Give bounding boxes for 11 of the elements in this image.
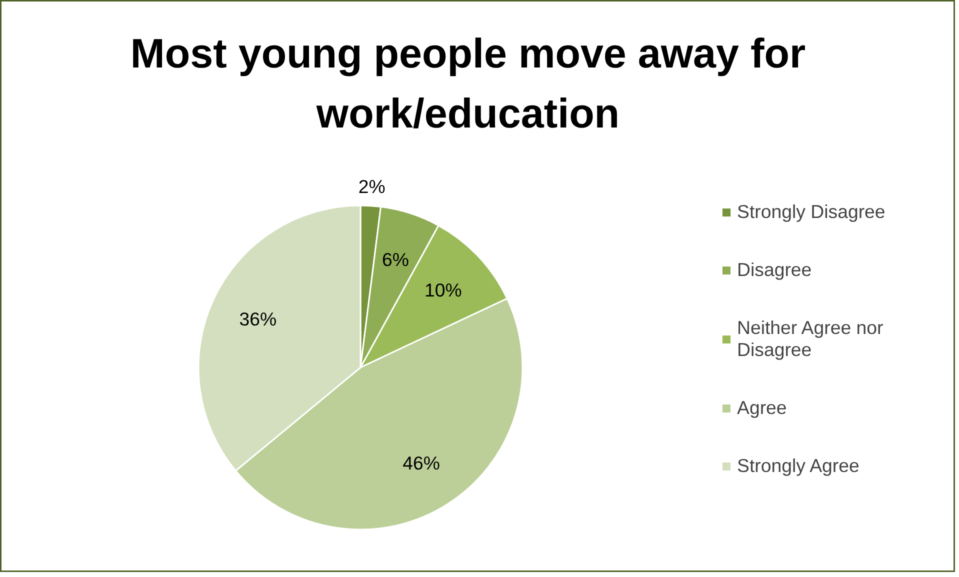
legend-label: Agree [737, 397, 787, 419]
data-label: 10% [424, 279, 462, 300]
legend-label: Neither Agree nor Disagree [737, 317, 884, 361]
data-label: 36% [239, 308, 277, 330]
data-label: 2% [358, 176, 386, 197]
data-label: 6% [382, 249, 410, 270]
legend-label: Strongly Disagree [737, 201, 886, 223]
data-label: 46% [402, 452, 440, 474]
legend-label: Strongly Agree [737, 455, 860, 477]
legend-label: Disagree [737, 259, 812, 281]
chart-title: Most young people move away for work/education [130, 30, 806, 136]
